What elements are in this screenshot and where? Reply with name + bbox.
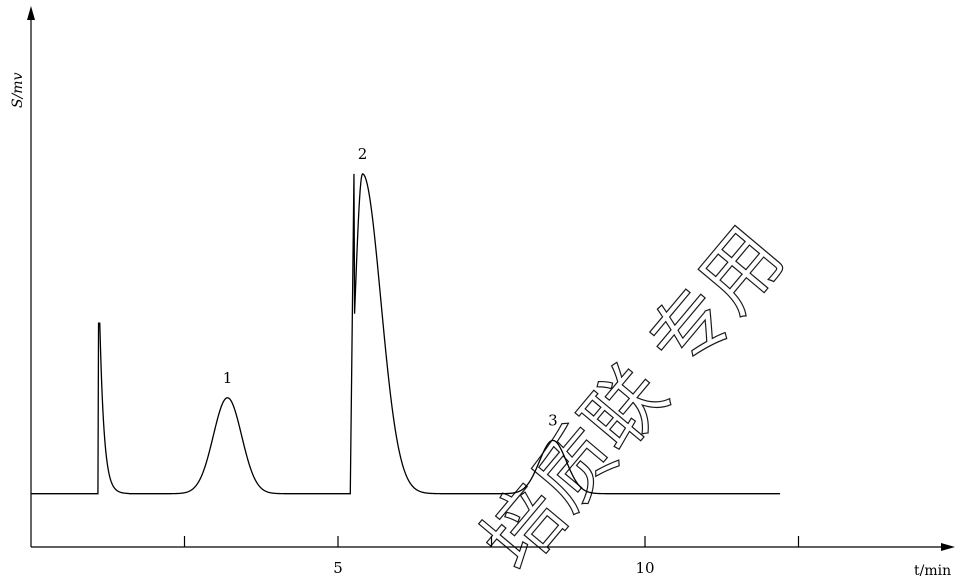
x-axis-label: t/min: [914, 563, 951, 579]
watermark: 培质联 专用: [465, 211, 802, 583]
watermark-text: 培质联 专用: [466, 212, 802, 583]
chromatogram-trace: [31, 173, 781, 495]
x-tick-label: 10: [635, 559, 654, 577]
x-tick-labels: 5 10: [333, 559, 654, 577]
y-axis-label: S/mv: [10, 72, 26, 108]
x-axis-arrow: [941, 543, 955, 551]
y-axis-arrow: [27, 6, 35, 20]
peak-label-3: 3: [548, 411, 558, 429]
x-tick-label: 5: [333, 559, 343, 577]
peak-label-1: 1: [223, 369, 233, 387]
x-ticks: [183, 536, 800, 547]
peak-label-2: 2: [358, 145, 368, 163]
peak-labels: 1 2 3: [223, 145, 558, 430]
axes: [27, 6, 955, 551]
